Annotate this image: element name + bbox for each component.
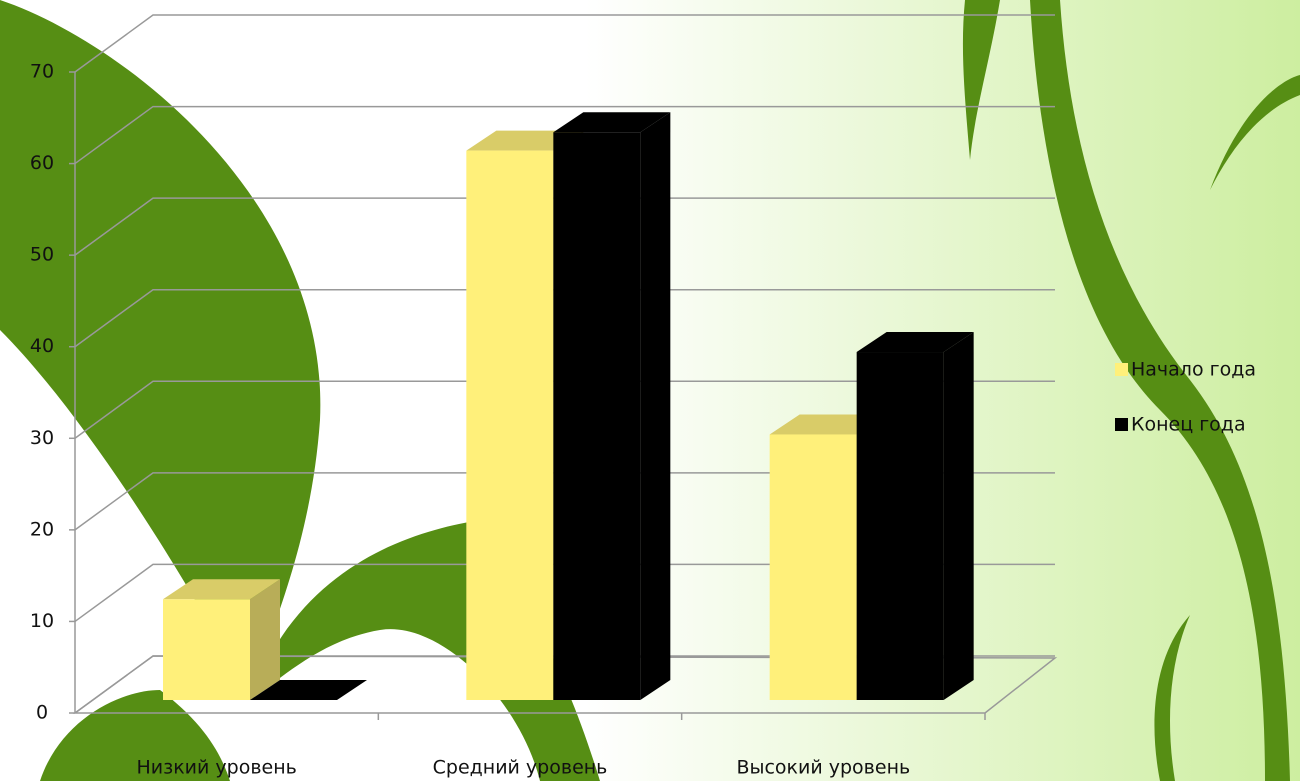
bar <box>466 150 554 701</box>
y-tick-label: 10 <box>30 610 54 632</box>
bar-top <box>856 332 974 353</box>
leaf <box>962 0 1000 160</box>
y-tick-label: 50 <box>30 244 54 266</box>
bar <box>553 132 641 700</box>
bar-top <box>250 680 367 700</box>
x-tick-label: Высокий уровень <box>736 757 910 779</box>
bar-side <box>943 332 974 700</box>
grid-line <box>74 288 1055 348</box>
x-tick-label: Низкий уровень <box>136 757 296 779</box>
grid-line <box>74 197 1055 256</box>
y-tick-label: 70 <box>30 61 54 83</box>
plot: 0 10 20 30 40 50 60 70 Низкий уровень Средний уро… <box>30 14 1256 779</box>
y-tick-label: 60 <box>30 152 54 174</box>
y-tick-label: 40 <box>30 335 54 357</box>
grid-line <box>74 380 1055 439</box>
bar-side <box>250 579 280 700</box>
bar-top <box>163 579 280 600</box>
y-tick-label: 0 <box>36 702 48 724</box>
leaf <box>1030 0 1290 781</box>
y-tick-label: 30 <box>30 427 54 449</box>
leaf <box>0 0 321 700</box>
bar <box>769 434 857 700</box>
legend-label: Конец года <box>1131 414 1246 436</box>
leaf <box>1210 75 1300 190</box>
y-tick-label: 20 <box>30 518 54 540</box>
x-tick-label: Средний уровень <box>433 757 608 779</box>
bar-top <box>553 112 671 133</box>
grid-line <box>74 14 1055 73</box>
grid-line <box>74 563 1055 623</box>
grid-line <box>74 472 1055 531</box>
grid-line <box>74 105 1055 165</box>
bar <box>856 352 944 700</box>
grid-line <box>74 655 1055 714</box>
legend-label: Начало года <box>1131 359 1256 381</box>
bar <box>163 599 250 700</box>
legend-swatch <box>1115 418 1128 431</box>
legend-swatch <box>1115 363 1128 376</box>
bar-side <box>640 112 671 700</box>
leaf <box>1154 615 1190 781</box>
